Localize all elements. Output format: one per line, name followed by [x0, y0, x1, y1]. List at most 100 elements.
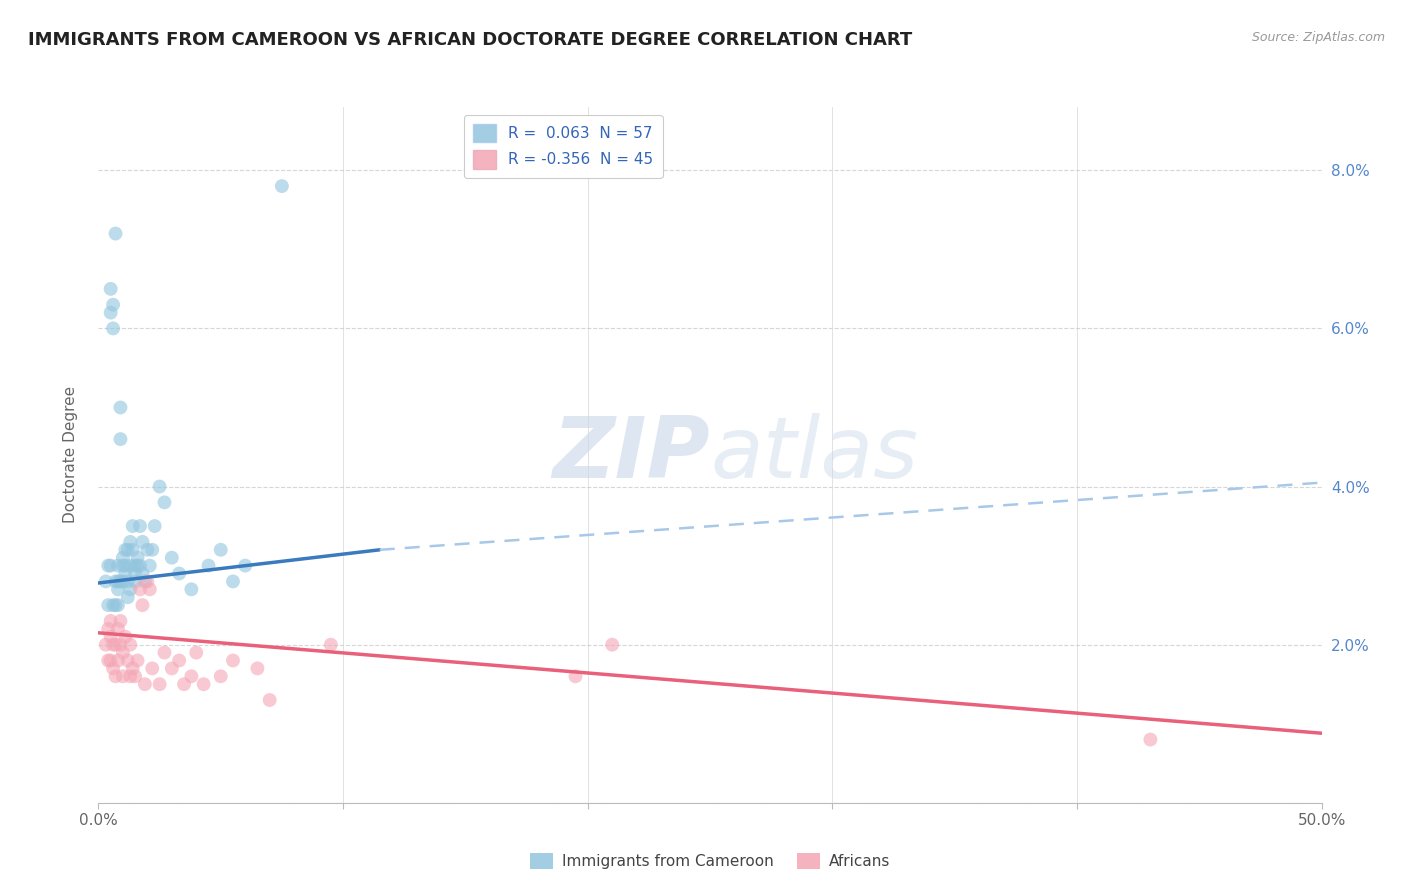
Point [101, 661, 124, 675]
Point [127, 550, 149, 565]
Point [104, 638, 127, 652]
Point [134, 677, 156, 691]
Point [104, 669, 127, 683]
Point [600, 638, 623, 652]
Point [114, 630, 136, 644]
Text: Source: ZipAtlas.com: Source: ZipAtlas.com [1251, 31, 1385, 45]
Point [131, 566, 153, 581]
Point [111, 669, 134, 683]
Point [127, 653, 149, 667]
Point [149, 677, 172, 691]
Point [107, 582, 129, 597]
Point [94, 638, 117, 652]
Point [124, 558, 146, 573]
Point [129, 519, 152, 533]
Point [97, 598, 120, 612]
Point [104, 574, 127, 589]
Point [139, 582, 162, 597]
Point [100, 614, 122, 628]
Point [120, 638, 142, 652]
Point [259, 693, 281, 707]
Point [120, 669, 142, 683]
Point [167, 653, 190, 667]
Point [111, 574, 134, 589]
Point [111, 646, 134, 660]
Point [107, 622, 129, 636]
Point [100, 630, 122, 644]
Point [141, 542, 163, 557]
Y-axis label: Doctorate Degree: Doctorate Degree [63, 386, 77, 524]
Point [120, 582, 142, 597]
Point [100, 305, 122, 319]
Point [110, 432, 132, 446]
Point [104, 598, 127, 612]
Point [180, 582, 202, 597]
Point [141, 661, 163, 675]
Point [110, 401, 132, 415]
Point [209, 542, 232, 557]
Point [110, 574, 132, 589]
Text: IMMIGRANTS FROM CAMEROON VS AFRICAN DOCTORATE DEGREE CORRELATION CHART: IMMIGRANTS FROM CAMEROON VS AFRICAN DOCT… [28, 31, 912, 49]
Point [246, 661, 269, 675]
Point [111, 550, 134, 565]
Point [117, 574, 139, 589]
Point [101, 321, 124, 335]
Point [129, 582, 152, 597]
Point [233, 558, 256, 573]
Point [131, 534, 153, 549]
Point [209, 669, 232, 683]
Legend: Immigrants from Cameroon, Africans: Immigrants from Cameroon, Africans [524, 847, 896, 875]
Point [160, 550, 183, 565]
Point [97, 653, 120, 667]
Point [117, 591, 139, 605]
Point [94, 574, 117, 589]
Point [124, 669, 146, 683]
Point [153, 646, 176, 660]
Point [114, 558, 136, 573]
Point [101, 598, 124, 612]
Point [117, 542, 139, 557]
Point [136, 542, 159, 557]
Point [319, 638, 342, 652]
Point [97, 622, 120, 636]
Text: ZIP: ZIP [553, 413, 710, 497]
Point [173, 677, 195, 691]
Point [110, 614, 132, 628]
Point [136, 574, 159, 589]
Point [186, 646, 208, 660]
Point [110, 638, 132, 652]
Point [167, 566, 190, 581]
Point [104, 227, 127, 241]
Point [107, 598, 129, 612]
Point [120, 558, 142, 573]
Point [117, 653, 139, 667]
Point [111, 558, 134, 573]
Point [107, 653, 129, 667]
Point [1139, 732, 1161, 747]
Point [149, 479, 172, 493]
Point [197, 558, 219, 573]
Point [180, 669, 202, 683]
Point [153, 495, 176, 509]
Point [131, 598, 153, 612]
Point [100, 282, 122, 296]
Point [100, 653, 122, 667]
Point [160, 661, 183, 675]
Point [134, 574, 156, 589]
Text: atlas: atlas [710, 413, 918, 497]
Point [143, 519, 166, 533]
Point [107, 558, 129, 573]
Point [101, 638, 124, 652]
Point [124, 574, 146, 589]
Point [193, 677, 215, 691]
Point [124, 566, 146, 581]
Point [139, 558, 162, 573]
Point [121, 661, 143, 675]
Point [121, 542, 143, 557]
Point [114, 566, 136, 581]
Point [222, 574, 245, 589]
Point [107, 574, 129, 589]
Point [564, 669, 586, 683]
Point [120, 534, 142, 549]
Point [100, 558, 122, 573]
